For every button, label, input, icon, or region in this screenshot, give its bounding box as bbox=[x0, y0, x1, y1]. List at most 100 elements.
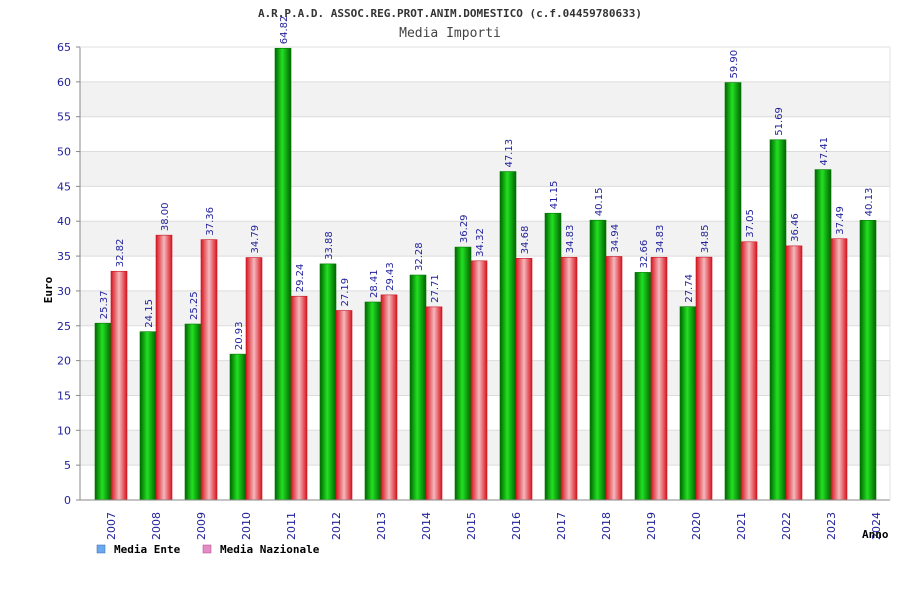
bar-value-label: 25.37 bbox=[99, 291, 110, 320]
x-tick-label: 2013 bbox=[375, 512, 388, 540]
bar-value-label: 27.71 bbox=[430, 274, 441, 303]
bar-media-ente-2019 bbox=[634, 272, 652, 501]
bar-value-label: 37.49 bbox=[835, 206, 846, 235]
bar-media-nazionale-2015 bbox=[470, 260, 488, 501]
bar-media-nazionale-2017 bbox=[560, 256, 578, 501]
x-tick-label: 2023 bbox=[825, 512, 838, 540]
legend-swatch-media-nazionale bbox=[202, 544, 212, 554]
bar-media-nazionale-2011 bbox=[290, 295, 308, 501]
bar-media-ente-2022 bbox=[769, 139, 787, 501]
x-tick-label: 2016 bbox=[510, 512, 523, 540]
bar-media-nazionale-2021 bbox=[740, 241, 758, 501]
bar-media-ente-2021 bbox=[724, 82, 742, 501]
bar-media-ente-2013 bbox=[364, 301, 382, 501]
bar-value-label: 32.82 bbox=[115, 239, 126, 268]
bar-value-label: 36.46 bbox=[790, 213, 801, 242]
bar-media-ente-2017 bbox=[544, 212, 562, 501]
bar-value-label: 59.90 bbox=[729, 50, 740, 79]
bar-value-labels: 25.37 32.82 24.15 38.00 25.25 37.36 20.93 34.79… bbox=[99, 16, 875, 351]
bar-value-label: 33.88 bbox=[324, 231, 335, 260]
bar-media-ente-2007 bbox=[94, 322, 112, 501]
x-tick-label: 2010 bbox=[240, 512, 253, 540]
x-tick-label: 2019 bbox=[645, 512, 658, 540]
bar-value-label: 27.74 bbox=[684, 274, 695, 303]
y-tick-label: 40 bbox=[57, 215, 71, 228]
bar-value-label: 40.13 bbox=[864, 188, 875, 217]
plot-area: 25.37 32.82 24.15 38.00 25.25 37.36 20.93 34.79… bbox=[57, 16, 891, 540]
x-tick-label: 2022 bbox=[780, 512, 793, 540]
bar-media-nazionale-2016 bbox=[515, 258, 533, 501]
bar-media-nazionale-2012 bbox=[335, 310, 353, 501]
bar-value-label: 34.68 bbox=[520, 226, 531, 255]
bar-media-nazionale-2020 bbox=[695, 256, 713, 501]
bar-value-label: 32.28 bbox=[414, 242, 425, 271]
bar-value-label: 34.32 bbox=[475, 228, 486, 257]
legend-label-media-ente: Media Ente bbox=[114, 543, 181, 556]
y-tick-label: 50 bbox=[57, 146, 71, 159]
bar-value-label: 27.19 bbox=[340, 278, 351, 307]
bar-media-nazionale-2018 bbox=[605, 256, 623, 501]
x-tick-label: 2014 bbox=[420, 512, 433, 540]
bar-value-label: 36.29 bbox=[459, 214, 470, 243]
bar-media-nazionale-2009 bbox=[200, 239, 218, 501]
x-tick-label: 2020 bbox=[690, 512, 703, 540]
bar-value-label: 34.83 bbox=[565, 225, 576, 254]
x-tick-label: 2015 bbox=[465, 512, 478, 540]
y-tick-label: 20 bbox=[57, 355, 71, 368]
x-tick-label: 2007 bbox=[105, 512, 118, 540]
y-tick-label: 0 bbox=[64, 494, 71, 507]
bar-media-ente-2024 bbox=[859, 220, 877, 501]
bar-media-ente-2018 bbox=[589, 219, 607, 501]
bar-media-ente-2023 bbox=[814, 169, 832, 501]
x-tick-label: 2009 bbox=[195, 512, 208, 540]
bar-value-label: 37.36 bbox=[205, 207, 216, 236]
bar-media-nazionale-2014 bbox=[425, 306, 443, 501]
x-tick-label: 2012 bbox=[330, 512, 343, 540]
bar-media-ente-2015 bbox=[454, 246, 472, 501]
grid-band bbox=[80, 151, 890, 187]
bar-value-label: 34.85 bbox=[700, 224, 711, 253]
y-tick-label: 55 bbox=[57, 111, 71, 124]
bar-value-label: 41.15 bbox=[549, 181, 560, 210]
bar-media-nazionale-2019 bbox=[650, 256, 668, 501]
y-tick-label: 45 bbox=[57, 180, 71, 193]
x-tick-label: 2017 bbox=[555, 512, 568, 540]
bar-value-label: 34.79 bbox=[250, 225, 261, 254]
bar-value-label: 47.41 bbox=[819, 137, 830, 166]
chart-subtitle: Media Importi bbox=[399, 26, 501, 41]
x-tick-label: 2018 bbox=[600, 512, 613, 540]
x-tick-labels: 2007 2008 2009 2010 2011 2012 2013 2014 2015 2016… bbox=[105, 512, 883, 540]
bar-media-ente-2014 bbox=[409, 274, 427, 501]
y-tick-labels: 0 5 10 15 20 25 30 35 40 45 50 55 60 65 bbox=[57, 41, 71, 507]
bar-value-label: 20.93 bbox=[234, 321, 245, 350]
bar-value-label: 38.00 bbox=[160, 203, 171, 232]
y-tick-label: 65 bbox=[57, 41, 71, 54]
bar-value-label: 28.41 bbox=[369, 269, 380, 298]
bar-media-ente-2016 bbox=[499, 171, 517, 501]
bar-media-ente-2011 bbox=[274, 47, 292, 501]
chart-title: A.R.P.A.D. ASSOC.REG.PROT.ANIM.DOMESTICO… bbox=[258, 7, 642, 20]
bar-value-label: 29.24 bbox=[295, 264, 306, 293]
bar-media-ente-2020 bbox=[679, 306, 697, 501]
bar-media-nazionale-2007 bbox=[110, 270, 128, 501]
bar-media-nazionale-2010 bbox=[245, 257, 263, 501]
bar-value-label: 34.94 bbox=[610, 224, 621, 253]
x-tick-label: 2024 bbox=[870, 512, 883, 540]
bar-value-label: 34.83 bbox=[655, 225, 666, 254]
bar-value-label: 37.05 bbox=[745, 209, 756, 238]
x-axis-label: Anno bbox=[862, 528, 889, 541]
legend-swatch-media-ente bbox=[96, 544, 106, 554]
bar-media-ente-2010 bbox=[229, 353, 247, 501]
y-tick-label: 15 bbox=[57, 389, 71, 402]
y-tick-label: 35 bbox=[57, 250, 71, 263]
y-tick-label: 30 bbox=[57, 285, 71, 298]
bar-media-nazionale-2013 bbox=[380, 294, 398, 501]
x-tick-label: 2011 bbox=[285, 512, 298, 540]
axes bbox=[76, 46, 891, 501]
y-tick-label: 60 bbox=[57, 76, 71, 89]
bar-media-ente-2009 bbox=[184, 323, 202, 501]
y-tick-label: 10 bbox=[57, 424, 71, 437]
bar-media-ente-2012 bbox=[319, 263, 337, 501]
legend-label-media-nazionale: Media Nazionale bbox=[220, 543, 320, 556]
